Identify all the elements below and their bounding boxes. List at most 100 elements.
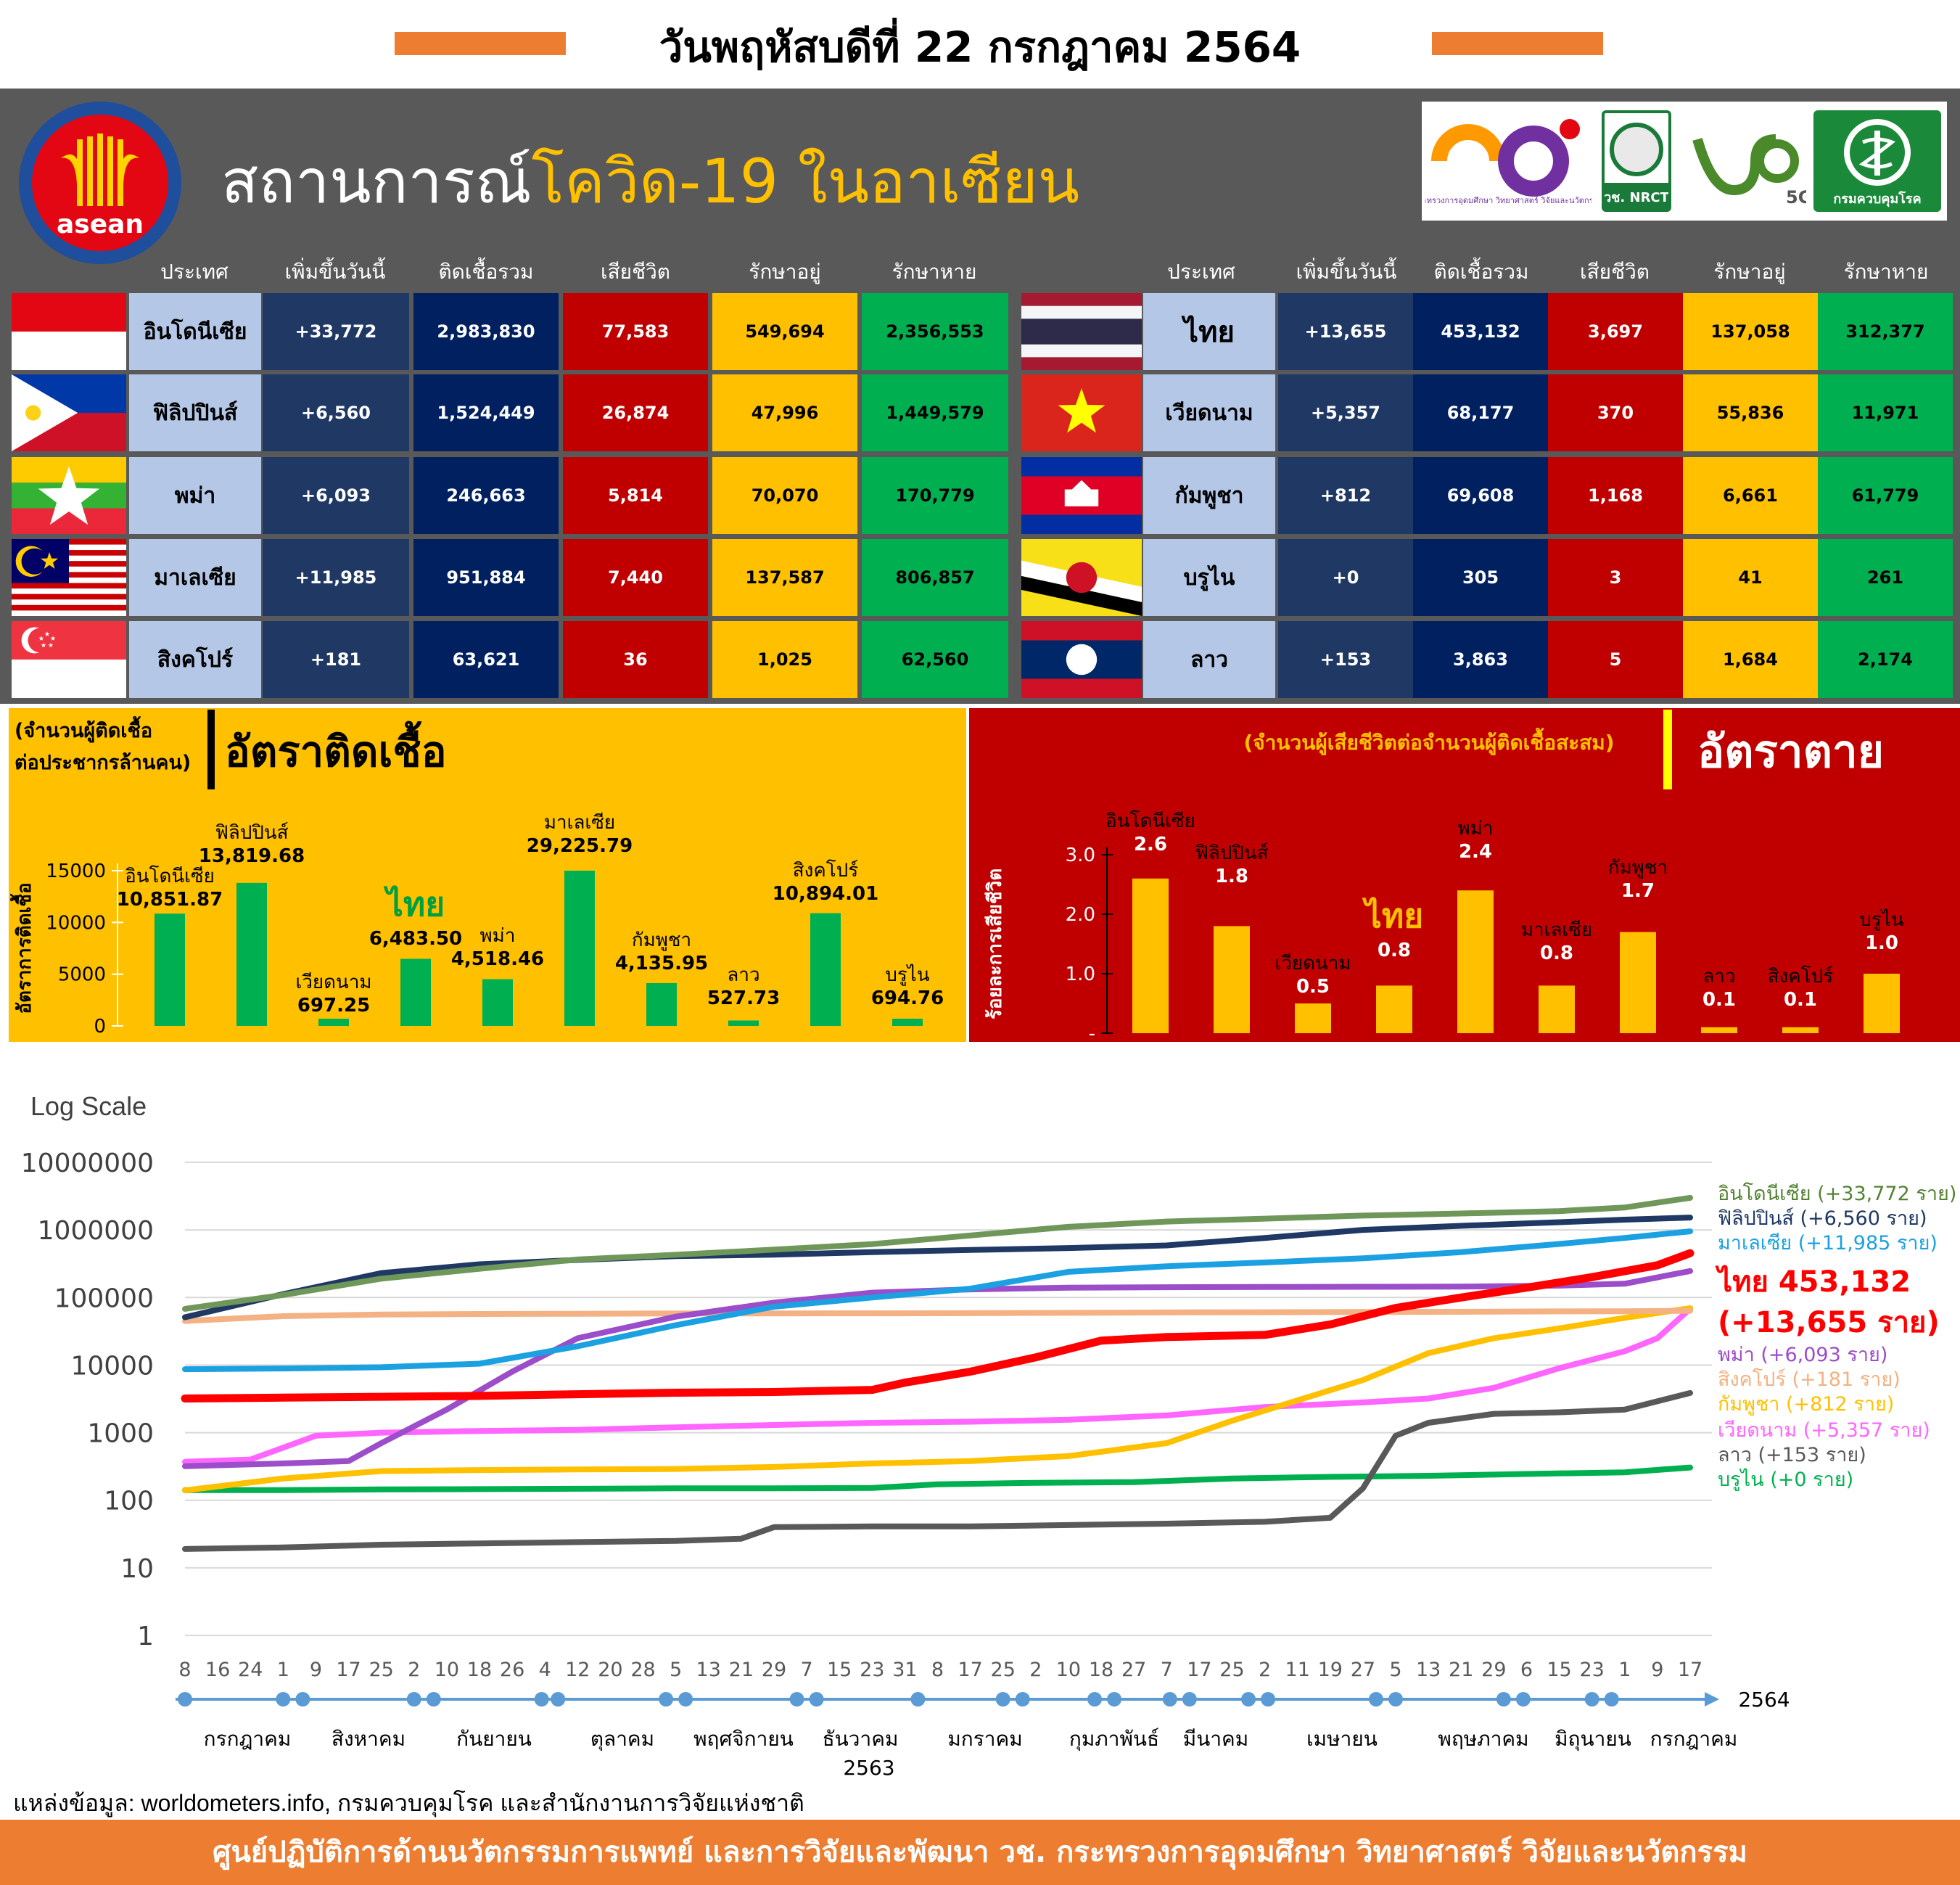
total-cell-vietnam: 68,177 [1413, 374, 1548, 451]
y-tick-label: 10000000 [21, 1149, 154, 1178]
deaths-cell-singapore: 36 [563, 621, 708, 698]
x-tick-label: 2 [1029, 1659, 1042, 1681]
x-tick-label: 7 [1161, 1659, 1173, 1681]
bar-2 [318, 1019, 349, 1026]
y-axis-label: อัตราการติดเชื้อ [9, 882, 36, 1014]
flag-indonesia [12, 293, 126, 370]
vietnam-flag-icon [1021, 374, 1142, 451]
timeline-dot [678, 1692, 693, 1707]
ministry-logo-text: กระทรวงการอุดมศึกษา วิทยาศาสตร์ วิจัยและ… [1425, 196, 1592, 205]
increase-cell-philippines: +6,560 [263, 374, 409, 451]
category-label-3: ไทย [383, 884, 445, 924]
thailand-flag-icon [1021, 293, 1142, 370]
x-tick-label: 6 [1520, 1659, 1533, 1681]
philippines-flag-icon [12, 374, 126, 451]
increase-cell-indonesia: +33,772 [263, 293, 409, 370]
value-label-2: 697.25 [297, 995, 370, 1017]
month-label: มีนาคม [1183, 1727, 1249, 1751]
country-name-singapore: สิงคโปร์ [129, 621, 261, 698]
x-tick-label: 2 [1259, 1659, 1271, 1681]
deaths-cell-philippines: 26,874 [563, 374, 708, 451]
timeline-dot [295, 1692, 310, 1707]
x-tick-label: 10 [435, 1659, 459, 1681]
bar-4 [482, 979, 513, 1026]
flag-myanmar [12, 457, 126, 534]
title-decoration-right [1432, 32, 1603, 55]
increase-cell-laos: +153 [1278, 621, 1413, 698]
singapore-flag-icon [12, 621, 126, 698]
timeline-dot [1604, 1692, 1619, 1707]
recovered-cell-laos: 2,174 [1818, 621, 1953, 698]
deaths-cell-malaysia: 7,440 [563, 539, 708, 616]
y-tick-label: 3.0 [1066, 845, 1095, 866]
x-tick-label: 19 [1318, 1659, 1343, 1681]
x-tick-label: 27 [1121, 1659, 1146, 1681]
series-legend-3: ไทย 453,132 [1715, 1265, 1911, 1299]
category-label-6: กัมพูชา [632, 929, 691, 951]
x-tick-label: 26 [500, 1659, 524, 1681]
bar-8 [1782, 1027, 1819, 1033]
indonesia-flag-icon [12, 293, 126, 370]
value-label-4: 2.4 [1459, 841, 1492, 863]
series-line-6 [182, 1305, 1693, 1494]
col-header-deaths-right: เสียชีวิต [1580, 260, 1650, 284]
series-line-0 [182, 1194, 1693, 1312]
bar-9 [1864, 974, 1900, 1033]
timeline-dot [1162, 1692, 1177, 1707]
bar-5 [564, 871, 595, 1026]
increase-cell-cambodia: +812 [1278, 457, 1413, 534]
death-title-separator [1663, 710, 1672, 789]
increase-cell-brunei: +0 [1278, 539, 1413, 616]
flag-thailand [1021, 293, 1142, 370]
x-tick-label: 15 [827, 1659, 852, 1681]
country-name-cambodia: กัมพูชา [1143, 457, 1275, 534]
timeline-dot [1388, 1692, 1404, 1707]
category-label-2: เวียดนาม [295, 972, 371, 993]
y-tick-label: 1000000 [38, 1216, 154, 1246]
timeline-dot [910, 1692, 926, 1707]
value-label-0: 10,851.87 [117, 889, 223, 911]
category-label-4: พม่า [480, 925, 516, 947]
category-label-9: บรูไน [885, 964, 930, 986]
x-tick-label: 1 [277, 1659, 289, 1681]
x-tick-label: 24 [238, 1659, 263, 1681]
nrct-5g-text: 5G [1786, 187, 1806, 208]
category-label-0: อินโดนีเซีย [125, 865, 215, 887]
year-label-2564: 2564 [1738, 1688, 1790, 1712]
total-cell-philippines: 1,524,449 [413, 374, 559, 451]
page-title: วันพฤหัสบดีที่ 22 กรกฎาคม 2564 [659, 22, 1301, 72]
timeline-dot [1182, 1692, 1197, 1707]
y-tick-label: 15000 [46, 861, 106, 882]
value-label-7: 527.73 [707, 987, 780, 1009]
month-label: กรกฎาคม [1650, 1727, 1738, 1751]
total-cell-indonesia: 2,983,830 [413, 293, 559, 370]
partner-logos: กระทรวงการอุดมศึกษา วิทยาศาสตร์ วิจัยและ… [1413, 102, 1947, 221]
month-label: กุมภาพันธ์ [1069, 1727, 1159, 1751]
value-label-6: 1.7 [1621, 880, 1655, 902]
value-label-6: 4,135.95 [615, 953, 708, 974]
deaths-cell-vietnam: 370 [1548, 374, 1683, 451]
death-rate-chart: -1.02.03.0ร้อยละการเสียชีวิตอินโดนีเซีย2… [984, 810, 1904, 1042]
category-label-3: ไทย [1362, 896, 1423, 935]
value-label-4: 4,518.46 [451, 948, 544, 970]
series-line-8 [182, 1389, 1693, 1552]
value-label-2: 0.5 [1296, 976, 1330, 998]
increase-cell-vietnam: +5,357 [1278, 374, 1413, 451]
x-tick-label: 17 [336, 1659, 361, 1681]
month-label: พฤศจิกายน [693, 1727, 794, 1751]
category-label-5: มาเลเซีย [1521, 919, 1592, 941]
timeline-dot [1584, 1692, 1599, 1707]
flag-singapore [12, 621, 126, 698]
month-label: มิถุนายน [1555, 1727, 1631, 1751]
timeline-dot [276, 1692, 291, 1707]
nrct-5g-logo: 5G [1683, 110, 1812, 212]
flag-philippines [12, 374, 126, 451]
timeline-dot [1368, 1692, 1383, 1707]
ddc-emblem-icon: กรมควบคุมโรค [1833, 119, 1922, 208]
x-tick-label: 9 [1651, 1659, 1663, 1681]
active-cell-vietnam: 55,836 [1683, 374, 1818, 451]
asean-wordmark: asean [56, 210, 144, 239]
timeline-dot [178, 1692, 192, 1707]
